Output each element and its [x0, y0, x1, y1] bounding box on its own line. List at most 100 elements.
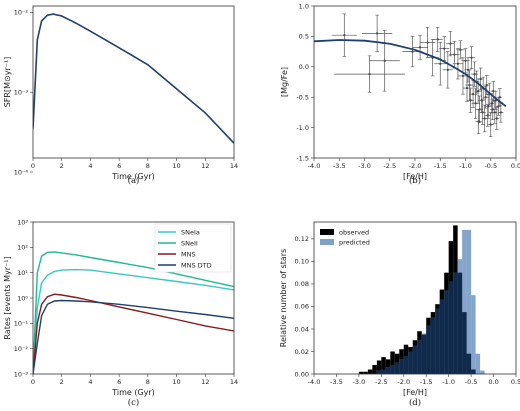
- x-tick-label: -0.5: [484, 162, 497, 170]
- data-point: [473, 72, 476, 76]
- x-axis-title: [Fe/H]: [403, 172, 427, 181]
- data-point: [376, 32, 379, 35]
- data-point: [483, 117, 486, 120]
- data-point: [489, 123, 492, 126]
- data-point: [486, 114, 489, 117]
- hist-overlap-bar: [453, 272, 458, 374]
- x-tick-label: 10: [172, 378, 180, 386]
- x-tick-label: 14: [230, 378, 238, 386]
- x-tick-label: 8: [146, 378, 150, 386]
- x-tick-label: -1.0: [442, 378, 455, 386]
- x-tick-label: 6: [117, 378, 121, 386]
- data-point: [470, 56, 473, 59]
- hist-bar-predicted: [466, 229, 472, 374]
- x-tick-label: -3.0: [358, 162, 371, 170]
- x-tick-label: 0.0: [488, 378, 498, 386]
- panel-label: (c): [128, 397, 139, 408]
- legend-swatch: [320, 229, 334, 235]
- data-point: [498, 96, 501, 99]
- data-point: [493, 111, 496, 114]
- x-tick-label: 4: [88, 162, 92, 170]
- panel-label: (b): [409, 175, 421, 186]
- y-tick-label: 10²: [17, 244, 28, 252]
- legend-label: MNS DTD: [181, 261, 212, 269]
- data-point: [481, 111, 484, 114]
- y-tick-label: 10⁻²: [14, 9, 29, 17]
- rate-line-sneii: [33, 251, 234, 374]
- x-tick-label: 2: [60, 162, 64, 170]
- y-tick-label: 10⁰: [17, 294, 28, 302]
- x-tick-label: 8: [146, 162, 150, 170]
- x-tick-label: -3.5: [330, 378, 343, 386]
- y-tick-label: 10⁻³: [14, 88, 29, 96]
- x-tick-label: 4: [88, 378, 92, 386]
- data-point: [491, 108, 494, 111]
- data-point: [474, 102, 477, 105]
- x-tick-label: -2.5: [383, 162, 396, 170]
- hist-overlap-bar: [448, 281, 454, 374]
- x-tick-label: 2: [60, 378, 64, 386]
- hist-overlap-bar: [435, 308, 440, 374]
- panel-label: (a): [128, 175, 140, 186]
- x-tick-label: -2.0: [397, 378, 410, 386]
- legend-label: SNeIa: [181, 228, 200, 236]
- x-tick-label: 0.0: [511, 162, 520, 170]
- panel-b: -4.0 -3.5 -3.0 -2.5 -2.0 -1.5 -1.0 -0.5 0.0 -1.5 -…: [280, 2, 520, 186]
- panel-a: 0 2 4 6 8 10 12 14 10⁻⁴ 10⁻³ 10⁻² Time (Gyr) SFR[M⊙y…: [3, 5, 238, 186]
- x-tick-label: 12: [201, 378, 209, 386]
- data-point: [436, 38, 439, 41]
- y-axis-title: Relative number of stars: [279, 249, 288, 348]
- y-tick-label: 0.04: [295, 325, 309, 333]
- panel-label: (d): [409, 397, 421, 408]
- y-tick-label: -1.0: [296, 124, 309, 132]
- axes-frame-a: [32, 5, 235, 159]
- hist-bar-predicted: [471, 295, 476, 374]
- data-point: [449, 42, 452, 45]
- x-tick-label: -1.5: [434, 162, 447, 170]
- x-tick-label: 14: [230, 162, 238, 170]
- data-point: [477, 90, 480, 93]
- data-point: [464, 59, 467, 62]
- hist-bar-observed: [385, 359, 391, 374]
- hist-bar-observed: [381, 357, 386, 374]
- hist-bar-observed: [367, 369, 373, 374]
- x-tick-label: 0.5: [511, 378, 520, 386]
- x-tick-label: -0.5: [465, 378, 478, 386]
- hist-overlap-bar: [439, 299, 445, 374]
- y-tick-label: 10⁻²: [14, 345, 29, 353]
- data-point: [439, 62, 442, 65]
- data-point: [383, 59, 386, 62]
- hist-overlap-bar: [412, 345, 418, 374]
- y-tick-label: 10⁻³: [14, 370, 29, 378]
- data-point: [477, 120, 480, 123]
- data-point: [468, 83, 471, 87]
- data-point: [368, 72, 371, 76]
- hist-overlap-bar: [376, 370, 382, 374]
- data-point: [471, 93, 475, 96]
- y-tick-label: 0.0: [299, 63, 309, 71]
- hist-overlap-bar: [385, 367, 391, 374]
- y-tick-label: 0.06: [295, 303, 309, 311]
- y-tick-label: 10⁻¹: [14, 320, 29, 328]
- data-point: [492, 90, 495, 93]
- panel-d: -4.0 -3.5 -3.0 -2.5 -2.0 -1.5 -1.0 -0.5 0.0 0.5 0.…: [279, 221, 520, 408]
- model-curve: [314, 39, 507, 108]
- y-tick-label: 10¹: [17, 269, 28, 277]
- data-point: [456, 62, 460, 65]
- y-axis-title: Rates [events Myr⁻¹]: [3, 256, 12, 339]
- legend-label: observed: [339, 229, 369, 237]
- data-point: [495, 117, 498, 120]
- hist-overlap-bar: [430, 317, 436, 374]
- plot-area-c: [33, 251, 234, 374]
- x-tick-label: 0: [31, 162, 35, 170]
- sfr-line: [33, 13, 234, 144]
- y-tick-label: 0.02: [295, 348, 309, 356]
- hist-overlap-bar: [394, 362, 400, 374]
- rate-line-sneia: [33, 268, 234, 374]
- data-point: [453, 53, 456, 56]
- legend-swatch: [320, 239, 334, 245]
- x-tick-label: -2.0: [409, 162, 422, 170]
- plot-area-b: [314, 13, 507, 138]
- axes-frame-d: [313, 221, 517, 375]
